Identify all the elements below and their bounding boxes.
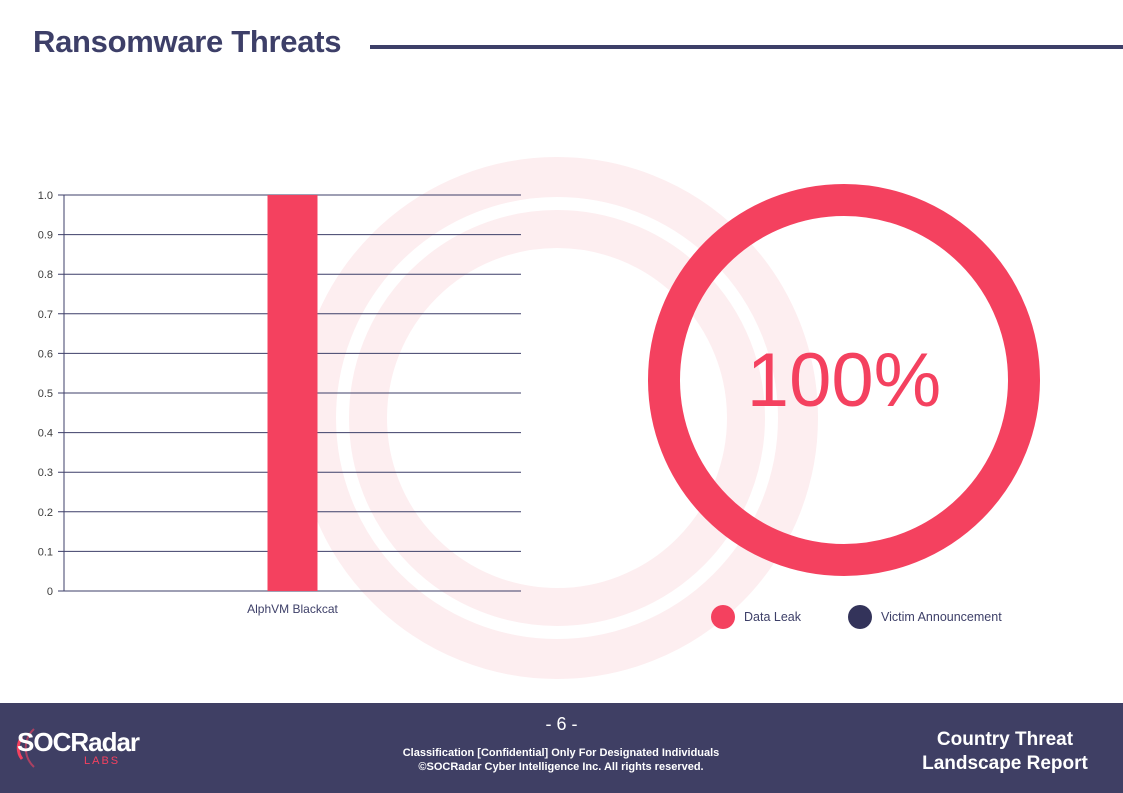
- legend-label: Victim Announcement: [881, 610, 1002, 624]
- y-tick-label: 0.3: [38, 467, 53, 479]
- y-tick-label: 0.2: [38, 507, 53, 519]
- x-tick-label: AlphVM Blackcat: [247, 602, 338, 616]
- donut-slice: [648, 184, 1040, 576]
- report-title: Country Threat Landscape Report: [905, 728, 1105, 776]
- classification-line: Classification [Confidential] Only For D…: [402, 747, 720, 759]
- y-tick-label: 0.8: [38, 269, 53, 281]
- legend-swatch: [848, 605, 872, 629]
- logo-wordmark: SOCRadar: [17, 727, 140, 757]
- legend-label: Data Leak: [744, 610, 802, 624]
- radar-arcs-icon: [16, 728, 35, 768]
- y-tick-label: 0.4: [38, 428, 53, 440]
- y-tick-label: 1.0: [38, 190, 53, 202]
- bar: [267, 195, 318, 591]
- y-tick-label: 0.5: [38, 388, 53, 400]
- y-tick-label: 0.6: [38, 348, 53, 360]
- report-title-line2: Landscape Report: [922, 753, 1088, 774]
- footer: SOCRadar LABS - 6 - Classification [Conf…: [0, 703, 1123, 793]
- y-tick-label: 0: [47, 586, 53, 598]
- classification-notice: Classification [Confidential] Only For D…: [361, 746, 761, 774]
- y-tick-label: 0.7: [38, 309, 53, 321]
- logo-subtext: LABS: [84, 755, 121, 767]
- donut-center-label: 100%: [747, 338, 941, 423]
- y-tick-label: 0.1: [38, 546, 53, 558]
- report-title-line1: Country Threat: [936, 729, 1074, 750]
- legend-swatch: [711, 605, 735, 629]
- socradar-logo: SOCRadar LABS: [14, 723, 144, 773]
- page-number: - 6 -: [545, 714, 578, 734]
- title-rule: [370, 45, 1123, 49]
- page-title: Ransomware Threats: [33, 24, 342, 59]
- copyright-line: ©SOCRadar Cyber Intelligence Inc. All ri…: [418, 761, 704, 773]
- y-tick-label: 0.9: [38, 230, 53, 242]
